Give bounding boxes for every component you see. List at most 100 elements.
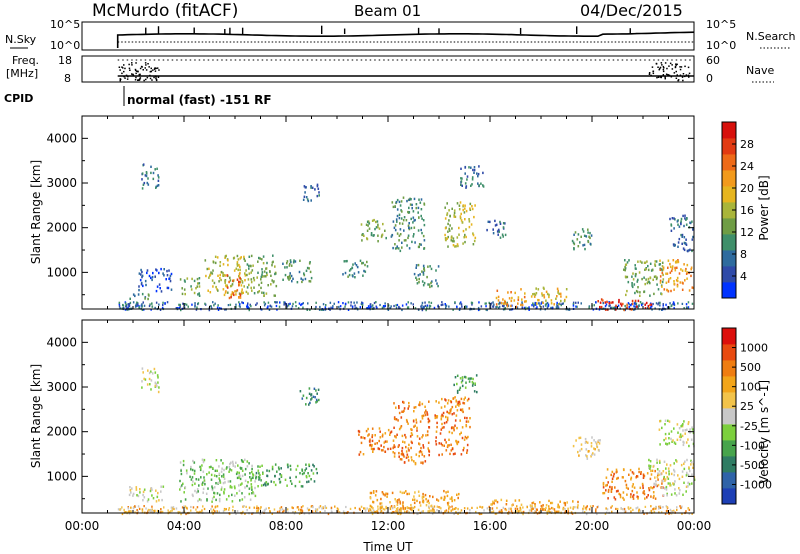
data-cell [142, 163, 145, 166]
data-cell [674, 269, 677, 272]
data-cell [130, 506, 132, 509]
data-cell [417, 490, 420, 493]
data-cell [250, 278, 253, 281]
data-cell [583, 511, 586, 514]
data-cell [299, 510, 302, 513]
data-cell [347, 511, 349, 514]
data-cell [434, 511, 436, 514]
data-cell [287, 276, 289, 279]
data-cell [418, 403, 420, 406]
data-cell [196, 285, 199, 288]
freq-dot [669, 62, 672, 65]
data-cell [436, 425, 438, 429]
data-cell [440, 510, 442, 513]
data-cell [396, 303, 399, 307]
freq-dot [655, 63, 658, 65]
data-cell [311, 397, 313, 400]
data-cell [496, 230, 499, 233]
data-cell [350, 301, 352, 304]
data-cell [346, 259, 348, 263]
data-cell [373, 447, 375, 451]
data-cell [378, 427, 381, 430]
data-cell [195, 491, 198, 494]
data-cell [230, 296, 232, 299]
data-cell [496, 289, 499, 292]
data-cell [516, 510, 518, 513]
data-cell [428, 426, 431, 429]
data-cell [273, 508, 276, 511]
data-cell [431, 512, 434, 515]
data-cell [436, 498, 438, 501]
cpid-label: CPID [4, 92, 33, 105]
data-cell [451, 227, 453, 230]
data-cell [474, 236, 477, 240]
data-cell [413, 501, 416, 505]
data-cell [444, 398, 446, 401]
data-cell [644, 303, 646, 306]
data-cell [244, 279, 246, 282]
data-cell [650, 495, 652, 498]
freq-dot [149, 77, 152, 80]
data-cell [140, 283, 143, 286]
data-cell [396, 433, 398, 436]
freq-dot [124, 67, 126, 70]
data-cell [651, 305, 653, 308]
data-cell [280, 475, 283, 478]
data-cell [287, 463, 289, 466]
colorbar-swatch [722, 408, 736, 425]
freq-dot [121, 72, 123, 75]
data-cell [183, 491, 185, 494]
data-cell [431, 280, 433, 283]
data-cell [687, 438, 689, 441]
station-title: McMurdo (fitACF) [92, 1, 238, 21]
data-cell [377, 234, 379, 237]
data-cell [622, 496, 624, 500]
data-cell [202, 481, 204, 484]
data-cell [548, 505, 550, 508]
data-cell [634, 264, 636, 267]
data-cell [412, 221, 414, 224]
data-cell [316, 184, 319, 188]
data-cell [157, 176, 160, 179]
data-cell [690, 438, 693, 441]
data-cell [461, 384, 464, 388]
data-cell [575, 305, 577, 308]
data-cell [639, 301, 642, 304]
data-cell [683, 242, 686, 245]
nave-label: Nave [746, 64, 774, 77]
nave-tick-bottom: 0 [706, 72, 713, 85]
colorbar-tick-label: 100 [740, 381, 761, 394]
data-cell [154, 371, 157, 374]
data-cell [252, 264, 254, 267]
data-cell [294, 301, 297, 304]
freq-dot [659, 66, 662, 69]
data-cell [543, 293, 545, 297]
data-cell [502, 298, 504, 301]
data-cell [354, 276, 356, 279]
data-cell [131, 487, 133, 490]
data-cell [667, 259, 670, 262]
data-cell [368, 307, 371, 310]
freq-dot [668, 65, 670, 67]
data-cell [184, 486, 187, 489]
freq-dot [156, 67, 159, 69]
data-cell [522, 513, 524, 516]
freq-dot [128, 67, 131, 70]
data-cell [386, 492, 389, 496]
data-cell [241, 460, 244, 463]
data-cell [672, 259, 675, 262]
data-cell [413, 498, 416, 501]
data-cell [503, 302, 505, 305]
data-cell [435, 436, 437, 439]
data-cell [468, 225, 471, 229]
data-cell [127, 507, 130, 510]
data-cell [465, 186, 467, 189]
data-cell [659, 304, 661, 307]
data-cell [204, 259, 207, 262]
data-cell [642, 474, 645, 477]
data-cell [508, 510, 510, 513]
data-cell [524, 292, 526, 295]
data-cell [266, 273, 268, 277]
data-cell [644, 307, 647, 310]
